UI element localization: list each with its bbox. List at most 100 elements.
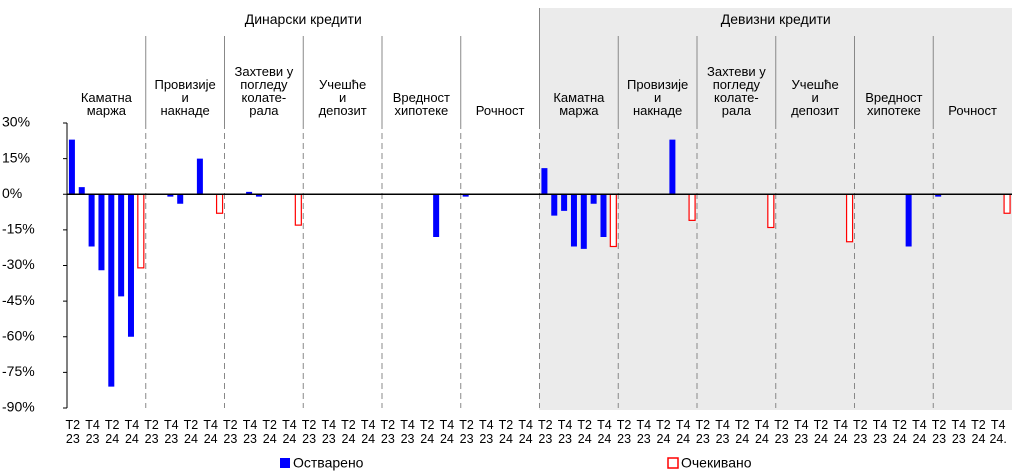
bar xyxy=(177,194,184,204)
subgroup-label: Каматна маржа xyxy=(80,90,132,118)
subgroup-label: Провизије и накнаде xyxy=(154,77,216,118)
bar xyxy=(580,194,587,249)
x-tick-label: T4 24. xyxy=(989,418,1007,446)
y-tick-label: 0% xyxy=(2,185,22,201)
y-tick-label: -30% xyxy=(2,256,35,272)
x-tick-label: T2 24 xyxy=(341,418,356,446)
x-tick-label: T2 24 xyxy=(892,418,908,446)
bar xyxy=(88,194,95,247)
bar xyxy=(433,194,440,237)
x-tick-label: T4 23 xyxy=(163,418,179,446)
y-tick-label: -90% xyxy=(2,399,35,415)
bar xyxy=(1003,193,1011,214)
x-tick-label: T2 23 xyxy=(65,418,81,446)
legend-label: Остварено xyxy=(293,455,364,471)
y-tick-label: -15% xyxy=(2,221,35,237)
y-tick-label: -75% xyxy=(2,363,35,379)
x-tick-label: T4 24 xyxy=(439,418,455,446)
x-tick-label: T4 24 xyxy=(675,418,691,446)
x-tick-label: T4 23 xyxy=(636,418,652,446)
x-tick-label: T2 23 xyxy=(380,418,396,446)
x-tick-label: T4 23 xyxy=(557,418,573,446)
subgroup-label: Вредност хипотеке xyxy=(392,90,451,118)
bar xyxy=(215,193,224,214)
bar xyxy=(294,193,302,226)
x-tick-label: T2 24 xyxy=(498,418,514,446)
y-tick-label: -45% xyxy=(2,292,35,308)
x-tick-label: T2 24 xyxy=(577,418,593,446)
bar xyxy=(561,194,568,211)
bar xyxy=(462,194,469,197)
subgroup-label: Учешће и депозит xyxy=(318,77,367,118)
x-tick-label: T2 23 xyxy=(144,418,159,446)
x-tick-label: T4 23 xyxy=(85,418,100,446)
bar xyxy=(127,194,134,337)
subgroup-label: Рочност xyxy=(948,103,997,118)
bar xyxy=(935,194,942,197)
x-tick-label: T2 23 xyxy=(459,418,474,446)
bar xyxy=(255,194,262,197)
bar xyxy=(551,194,558,216)
x-tick-label: T2 24 xyxy=(656,418,671,446)
bar xyxy=(688,193,696,221)
x-tick-label: T2 24 xyxy=(971,418,986,446)
x-tick-label: T4 24 xyxy=(124,418,140,446)
x-tick-label: T2 24 xyxy=(262,418,278,446)
bar xyxy=(118,194,125,297)
bar xyxy=(767,193,775,229)
x-tick-label: T2 24 xyxy=(813,418,829,446)
bar xyxy=(246,191,253,195)
bar xyxy=(845,193,854,243)
x-tick-label: T2 23 xyxy=(616,418,632,446)
subgroup-label: Захтеви у погледу колате- рала xyxy=(706,64,766,118)
bar xyxy=(600,194,607,237)
x-tick-label: T4 23 xyxy=(400,418,415,446)
x-tick-label: T4 24 xyxy=(360,418,376,446)
bar xyxy=(137,193,145,269)
x-tick-label: T2 23 xyxy=(301,418,317,446)
bar xyxy=(68,139,75,195)
x-tick-label: T4 24 xyxy=(203,418,218,446)
bar xyxy=(590,194,597,204)
x-tick-label: T4 23 xyxy=(478,418,494,446)
group-label: Девизни кредити xyxy=(720,11,831,27)
x-tick-label: T2 23 xyxy=(774,418,789,446)
legend-swatch xyxy=(667,457,679,469)
bar xyxy=(570,194,577,247)
bar xyxy=(609,193,617,248)
x-tick-label: T2 24 xyxy=(183,418,199,446)
bar xyxy=(108,194,115,387)
subgroup-label: Провизије и накнаде xyxy=(626,77,689,118)
x-tick-label: T2 23 xyxy=(538,418,553,446)
x-tick-label: T4 23 xyxy=(715,418,730,446)
bar xyxy=(669,139,676,195)
bar xyxy=(78,187,85,195)
bar xyxy=(167,194,174,197)
subgroup-label: Захтеви у погледу колате- рала xyxy=(234,64,294,118)
x-tick-label: T2 23 xyxy=(223,418,238,446)
subgroup-label: Каматна маржа xyxy=(553,90,605,118)
subgroup-label: Учешће и депозит xyxy=(791,77,840,118)
y-tick-label: 30% xyxy=(2,114,30,130)
x-tick-label: T2 24 xyxy=(734,418,750,446)
bar xyxy=(541,168,548,195)
x-tick-label: T4 23 xyxy=(321,418,337,446)
x-tick-label: T4 23 xyxy=(951,418,967,446)
group-label: Динарски кредити xyxy=(244,11,362,27)
x-tick-label: T2 24 xyxy=(104,418,120,446)
x-tick-label: T4 23 xyxy=(242,418,258,446)
x-tick-label: T4 23 xyxy=(872,418,888,446)
x-tick-label: T4 24 xyxy=(518,418,533,446)
x-tick-label: T4 24 xyxy=(597,418,612,446)
subgroup-label: Вредност хипотеке xyxy=(865,90,923,118)
legend-swatch xyxy=(280,458,290,468)
bar xyxy=(905,194,912,247)
x-tick-label: T2 23 xyxy=(695,418,711,446)
bar xyxy=(98,194,105,271)
x-tick-label: T4 24 xyxy=(833,418,848,446)
legend-label: Очекивано xyxy=(681,455,752,471)
y-tick-label: 15% xyxy=(2,149,30,165)
y-tick-label: -60% xyxy=(2,327,35,343)
x-tick-label: T4 24 xyxy=(754,418,770,446)
